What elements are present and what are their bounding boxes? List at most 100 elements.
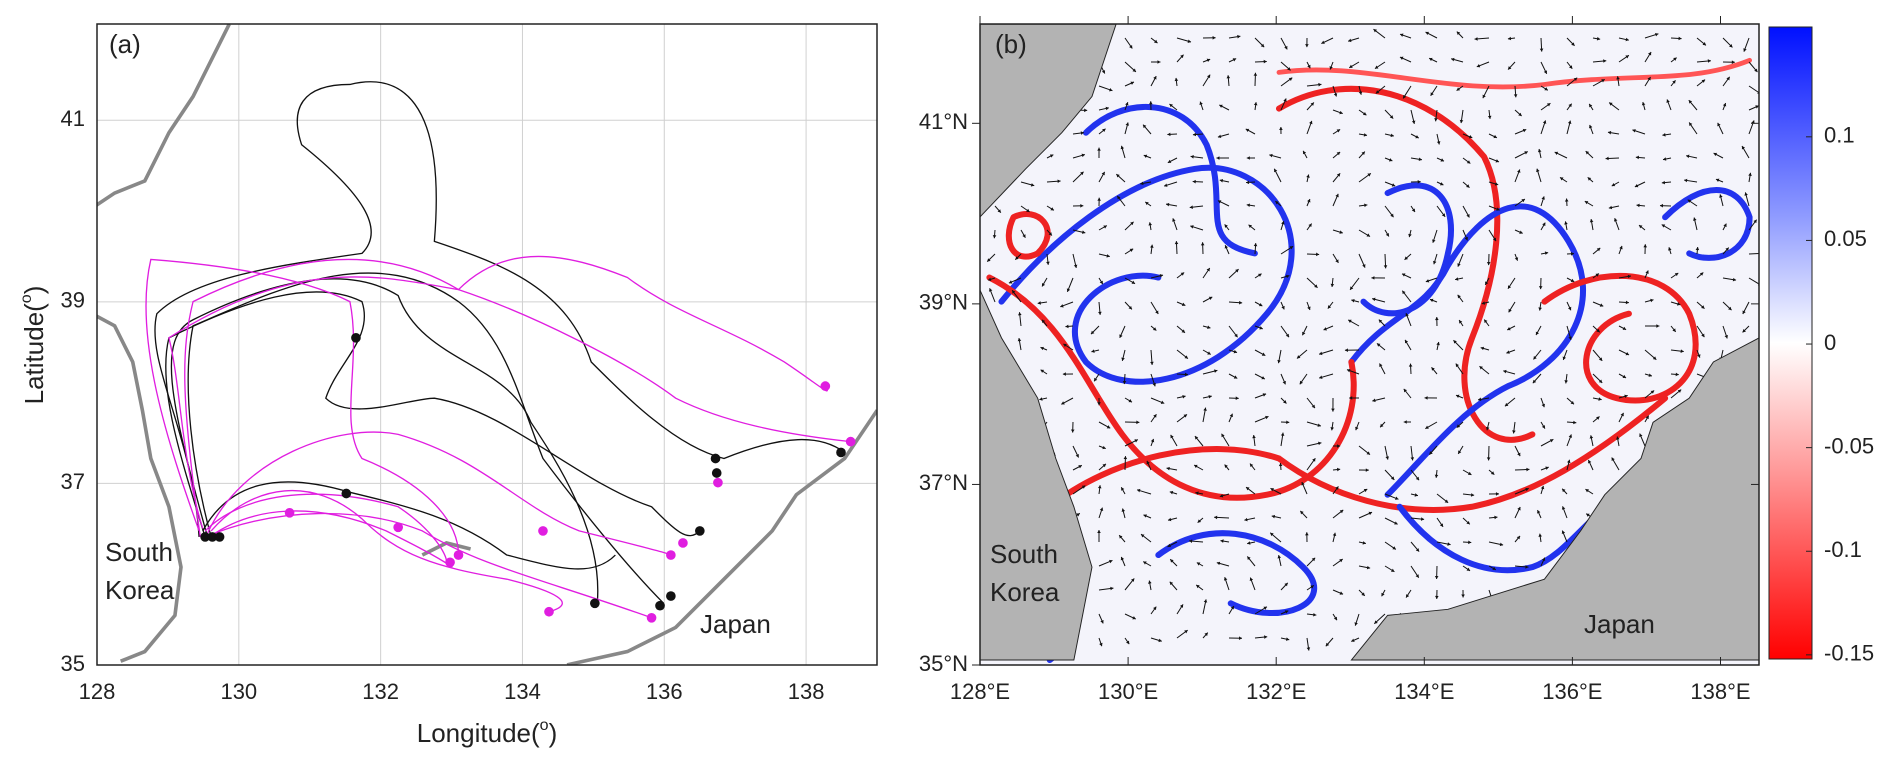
- arrow-head: [1040, 369, 1045, 373]
- arrow-head: [1061, 401, 1065, 405]
- arrow-head: [1470, 493, 1475, 497]
- arrow-head: [1362, 541, 1366, 545]
- arrow-head: [1373, 29, 1377, 33]
- arrow-head: [1153, 414, 1157, 418]
- arrow-head: [1562, 356, 1567, 360]
- arrow-head: [1106, 254, 1110, 258]
- arrow-head: [1675, 372, 1679, 377]
- arrow-head: [1110, 586, 1114, 591]
- arrow-head: [1331, 408, 1335, 412]
- arrow-head: [1688, 100, 1693, 104]
- arrow-head: [1541, 403, 1546, 408]
- arrow-head: [1174, 241, 1179, 245]
- arrow-head: [1214, 515, 1218, 520]
- arrow-head: [1536, 168, 1540, 173]
- arrow-head: [1474, 37, 1478, 41]
- arrow-head: [1346, 368, 1351, 373]
- arrow-head: [1169, 581, 1174, 586]
- arrow-head: [1206, 58, 1211, 63]
- arrow-head: [1109, 559, 1113, 564]
- arrow-head: [1305, 532, 1309, 536]
- arrow-head: [1517, 506, 1521, 511]
- arrow-head: [1190, 225, 1194, 229]
- arrow-head: [1568, 103, 1572, 108]
- arrow-head: [1230, 605, 1234, 610]
- arrow-head: [1568, 434, 1572, 438]
- arrow-head: [1673, 57, 1677, 61]
- arrow-head: [1417, 179, 1421, 184]
- arrow-head: [1233, 349, 1238, 354]
- arrow-head: [1152, 382, 1156, 387]
- arrow-head: [1075, 454, 1079, 458]
- arrow-head: [1598, 357, 1603, 361]
- panel-label: (b): [995, 29, 1027, 59]
- y-tick-label: 39°N: [919, 290, 968, 315]
- arrow-head: [1485, 426, 1490, 431]
- arrow-head: [1381, 592, 1385, 597]
- arrow-head: [1190, 154, 1194, 159]
- y-axis-label: Latitude(o): [18, 286, 49, 405]
- arrow-head: [1378, 319, 1383, 324]
- arrow-head: [1125, 102, 1129, 106]
- arrow-head: [1189, 205, 1193, 209]
- arrow-head: [1160, 400, 1165, 404]
- arrow-head: [1741, 145, 1746, 150]
- colorbar-tick-label: -0.15: [1824, 641, 1874, 666]
- arrow-head: [1070, 429, 1075, 433]
- arrow-head: [1259, 326, 1263, 330]
- x-axis-label: Longitude(o): [417, 717, 557, 748]
- arrow-head: [1150, 361, 1154, 365]
- arrow-head: [1285, 637, 1290, 641]
- arrow-head: [1611, 182, 1616, 187]
- arrow-head: [1097, 485, 1102, 489]
- arrow-head: [1598, 397, 1602, 401]
- arrow-head: [1062, 372, 1066, 376]
- arrow-head: [1318, 82, 1322, 87]
- arrow-head: [1217, 200, 1222, 204]
- arrow-head: [1480, 346, 1485, 351]
- arrow-head: [992, 235, 997, 239]
- arrow-head: [1081, 153, 1085, 158]
- arrow-head: [1253, 72, 1258, 76]
- arrow-head: [1261, 352, 1266, 356]
- arrow-head: [1540, 485, 1545, 490]
- arrow-head: [1567, 306, 1572, 311]
- arrow-head: [1466, 160, 1471, 164]
- arrow-head: [1434, 474, 1439, 478]
- arrow-head: [1216, 561, 1221, 566]
- arrow-head: [1456, 87, 1461, 91]
- arrow-head: [1278, 462, 1283, 467]
- arrow-head: [1017, 338, 1022, 342]
- arrow-head: [1132, 68, 1136, 72]
- arrow-head: [1415, 476, 1420, 481]
- arrow-head: [1284, 582, 1288, 587]
- arrow-head: [1507, 326, 1511, 331]
- arrow-head: [1372, 398, 1376, 403]
- arrow-head: [1317, 423, 1321, 427]
- region-label: South: [105, 537, 173, 567]
- arrow-head: [1702, 42, 1706, 46]
- arrow-head: [1166, 202, 1170, 207]
- arrow-head: [1537, 510, 1541, 514]
- arrow-head: [1598, 379, 1603, 383]
- arrow-head: [1264, 635, 1268, 639]
- arrow-head: [1525, 487, 1529, 492]
- arrow-head: [1154, 39, 1158, 44]
- axes-frame: [979, 23, 1760, 666]
- arrow-head: [1015, 256, 1019, 260]
- arrow-head: [1538, 286, 1543, 290]
- x-tick-label: 136°E: [1542, 679, 1602, 704]
- arrow-head: [1335, 486, 1339, 490]
- arrow-head: [1569, 65, 1573, 69]
- arrow-head: [1244, 517, 1248, 522]
- ftle-map: [980, 24, 1759, 665]
- arrow-head: [1364, 203, 1368, 208]
- arrow-head: [1676, 302, 1681, 306]
- arrow-head: [1153, 76, 1157, 80]
- arrow-head: [1184, 372, 1188, 377]
- arrow-head: [1424, 396, 1428, 400]
- arrow-head: [1632, 129, 1636, 133]
- arrow-head: [1026, 208, 1030, 212]
- arrow-head: [1561, 506, 1566, 510]
- arrow-head: [1375, 90, 1380, 94]
